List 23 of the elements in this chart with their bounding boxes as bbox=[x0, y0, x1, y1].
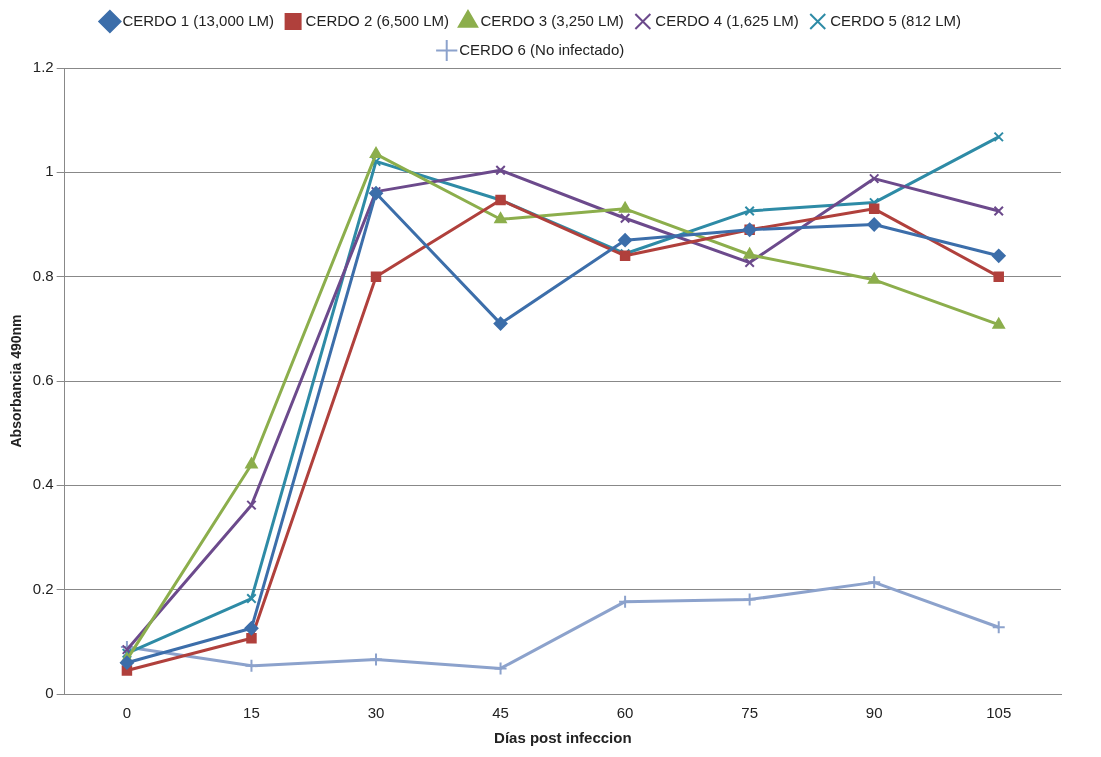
y-tick-label: 1.2 bbox=[32, 58, 54, 76]
y-axis-title: Absorbancia 490nm bbox=[8, 314, 25, 448]
x-tick-label: 105 bbox=[986, 704, 1012, 722]
x-tick-label: 15 bbox=[243, 704, 260, 722]
x-tick-label: 45 bbox=[492, 704, 509, 722]
legend-label: CERDO 6 (No infectado) bbox=[459, 40, 625, 58]
y-tick-label: 0.4 bbox=[32, 475, 54, 493]
x-tick-label: 90 bbox=[865, 704, 883, 722]
y-tick-label: 0.8 bbox=[32, 266, 54, 284]
x-tick-label: 60 bbox=[616, 704, 634, 722]
legend-label: CERDO 2 (6,500 LM) bbox=[305, 11, 449, 29]
legend-label: CERDO 4 (1,625 LM) bbox=[655, 11, 799, 29]
legend-label: CERDO 5 (812 LM) bbox=[830, 11, 962, 29]
y-tick-label: 0 bbox=[45, 684, 54, 702]
legend-label: CERDO 1 (13,000 LM) bbox=[122, 11, 275, 29]
x-tick-label: 30 bbox=[367, 704, 385, 722]
y-tick-label: 0.2 bbox=[32, 579, 54, 597]
x-axis-title: Días post infeccion bbox=[494, 729, 632, 747]
y-tick-label: 1 bbox=[45, 162, 54, 180]
legend-label: CERDO 3 (3,250 LM) bbox=[480, 11, 624, 29]
y-tick-label: 0.6 bbox=[32, 371, 54, 389]
x-tick-label: 75 bbox=[741, 704, 758, 722]
x-tick-label: 0 bbox=[122, 704, 132, 722]
